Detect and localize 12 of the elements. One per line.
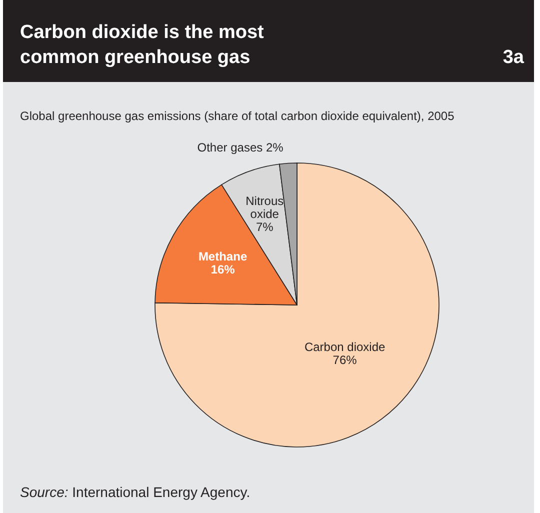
text: 3a	[502, 47, 524, 68]
slice-label: Methane	[198, 250, 248, 264]
source-note: Source: International Energy Agency.	[20, 484, 250, 500]
slice-label: Carbon dioxide	[304, 340, 386, 354]
data-label: 76%	[332, 353, 358, 368]
data-label: 16%	[210, 262, 236, 277]
slice-label: Other gases 2%	[197, 140, 284, 154]
data-label: 7%	[256, 220, 274, 234]
pie-slice	[154, 162, 440, 448]
slice-label: Nitrous oxide	[246, 194, 284, 222]
chart-title: Carbon dioxide is the most common greenhouse gas	[20, 22, 265, 68]
chart-subtitle: Global greenhouse gas emissions (share of total carbon dioxide equivalent), 2005	[20, 109, 455, 123]
